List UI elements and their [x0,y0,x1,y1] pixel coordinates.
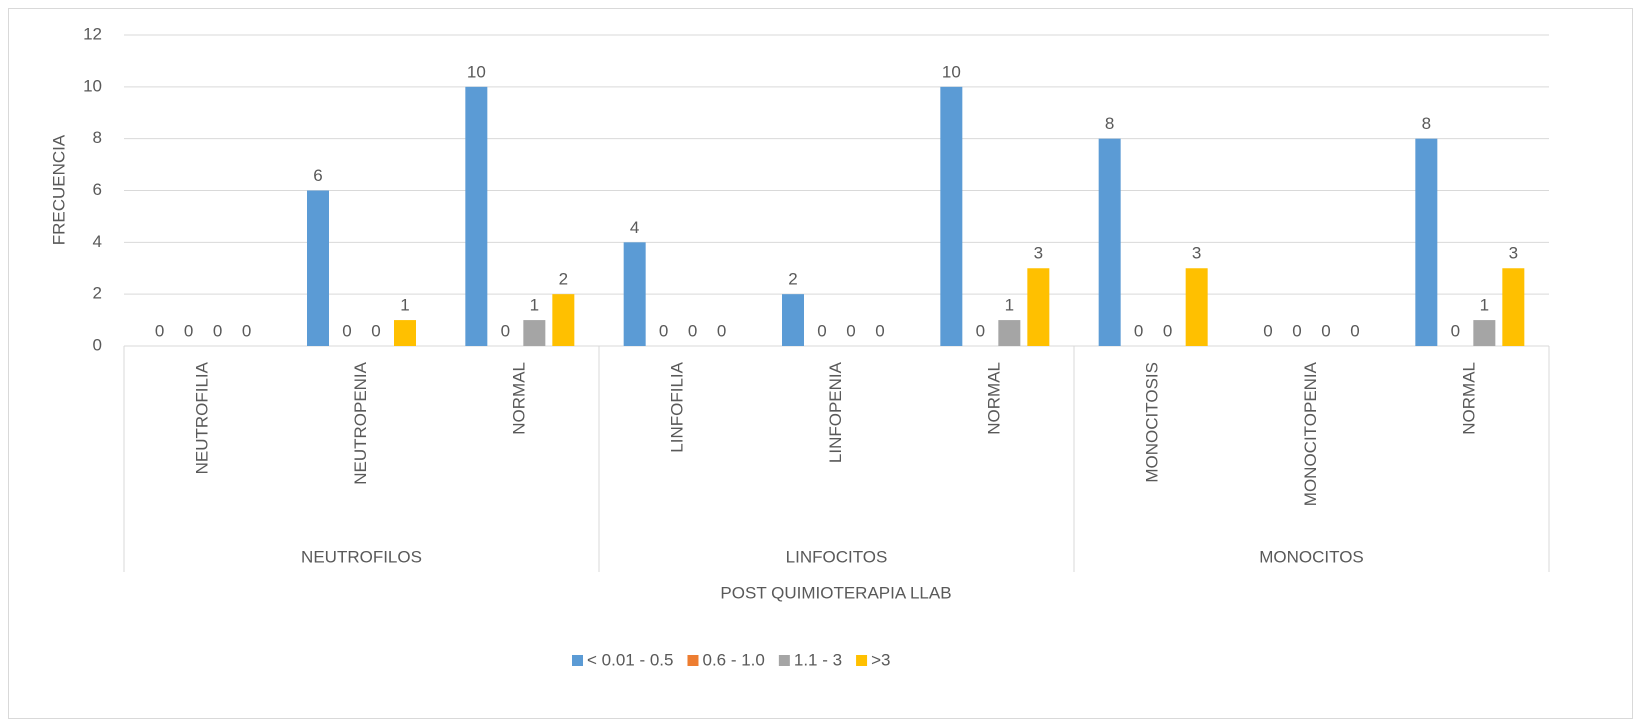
legend-label: >3 [871,650,890,669]
bar [307,190,329,346]
data-label: 2 [788,270,797,289]
x-tick-label: MONOCITOSIS [1143,362,1162,483]
data-label: 0 [242,321,251,340]
y-tick-label: 4 [93,232,102,251]
legend-label: 0.6 - 1.0 [702,650,764,669]
x-axis-title: POST QUIMIOTERAPIA LLAB [720,583,951,602]
x-tick-label: LINFOFILIA [668,361,687,452]
y-tick-label: 2 [93,284,102,303]
bar [998,320,1021,346]
bar [1502,268,1525,346]
x-tick-label: NORMAL [984,362,1003,435]
x-tick-label: NORMAL [509,362,528,435]
data-label: 0 [817,321,826,340]
legend-label: < 0.01 - 0.5 [587,650,673,669]
data-label: 0 [976,321,985,340]
bar [394,320,416,346]
data-label: 10 [942,62,961,81]
data-label: 0 [688,321,697,340]
data-label: 6 [313,166,322,185]
data-label: 8 [1422,114,1431,133]
y-tick-label: 0 [93,335,102,354]
data-label: 3 [1509,244,1518,263]
data-label: 0 [1292,321,1301,340]
data-label: 0 [1134,321,1143,340]
bar [465,86,488,346]
data-label: 8 [1105,114,1114,133]
x-tick-label: NORMAL [1459,362,1478,435]
x-tick-label: MONOCITOPENIA [1301,361,1320,506]
data-label: 0 [501,321,510,340]
x-tick-label: NEUTROFILIA [193,361,212,474]
bar [552,294,575,346]
group-label: NEUTROFILOS [301,547,422,566]
bar [940,86,963,346]
bar [1098,138,1121,346]
data-label: 1 [1480,296,1489,315]
y-tick-label: 8 [93,128,102,147]
y-tick-label: 10 [83,76,102,95]
data-label: 0 [371,321,380,340]
legend-swatch [856,655,868,666]
y-axis-title: FRECUENCIA [49,134,68,245]
group-label: LINFOCITOS [786,547,888,566]
bar [623,242,646,346]
bar [1185,268,1208,346]
bar [782,294,804,346]
y-tick-label: 6 [93,180,102,199]
x-tick-label: LINFOPENIA [826,361,845,463]
data-label: 0 [875,321,884,340]
data-label: 0 [659,321,668,340]
x-tick-label: NEUTROPENIA [351,361,370,484]
group-label: MONOCITOS [1259,547,1364,566]
bar [1027,268,1050,346]
data-label: 0 [846,321,855,340]
data-label: 0 [1350,321,1359,340]
data-label: 3 [1192,244,1201,263]
legend-swatch [572,655,583,666]
data-label: 0 [342,321,351,340]
legend-swatch [687,655,699,666]
chart-border [8,8,1633,719]
data-label: 10 [467,62,486,81]
data-label: 3 [1034,244,1043,263]
legend-label: 1.1 - 3 [794,650,842,669]
data-label: 2 [559,270,568,289]
bar [523,320,546,346]
y-tick-label: 12 [83,24,102,43]
data-label: 0 [184,321,193,340]
data-label: 1 [1005,296,1014,315]
data-label: 0 [213,321,222,340]
data-label: 0 [1451,321,1460,340]
data-label: 0 [1321,321,1330,340]
data-label: 1 [530,296,539,315]
data-label: 4 [630,218,639,237]
data-label: 0 [1163,321,1172,340]
data-label: 0 [717,321,726,340]
data-label: 0 [1263,321,1272,340]
bar [1415,138,1438,346]
data-label: 1 [400,296,409,315]
legend-swatch [778,655,790,666]
data-label: 0 [155,321,164,340]
bar [1473,320,1496,346]
